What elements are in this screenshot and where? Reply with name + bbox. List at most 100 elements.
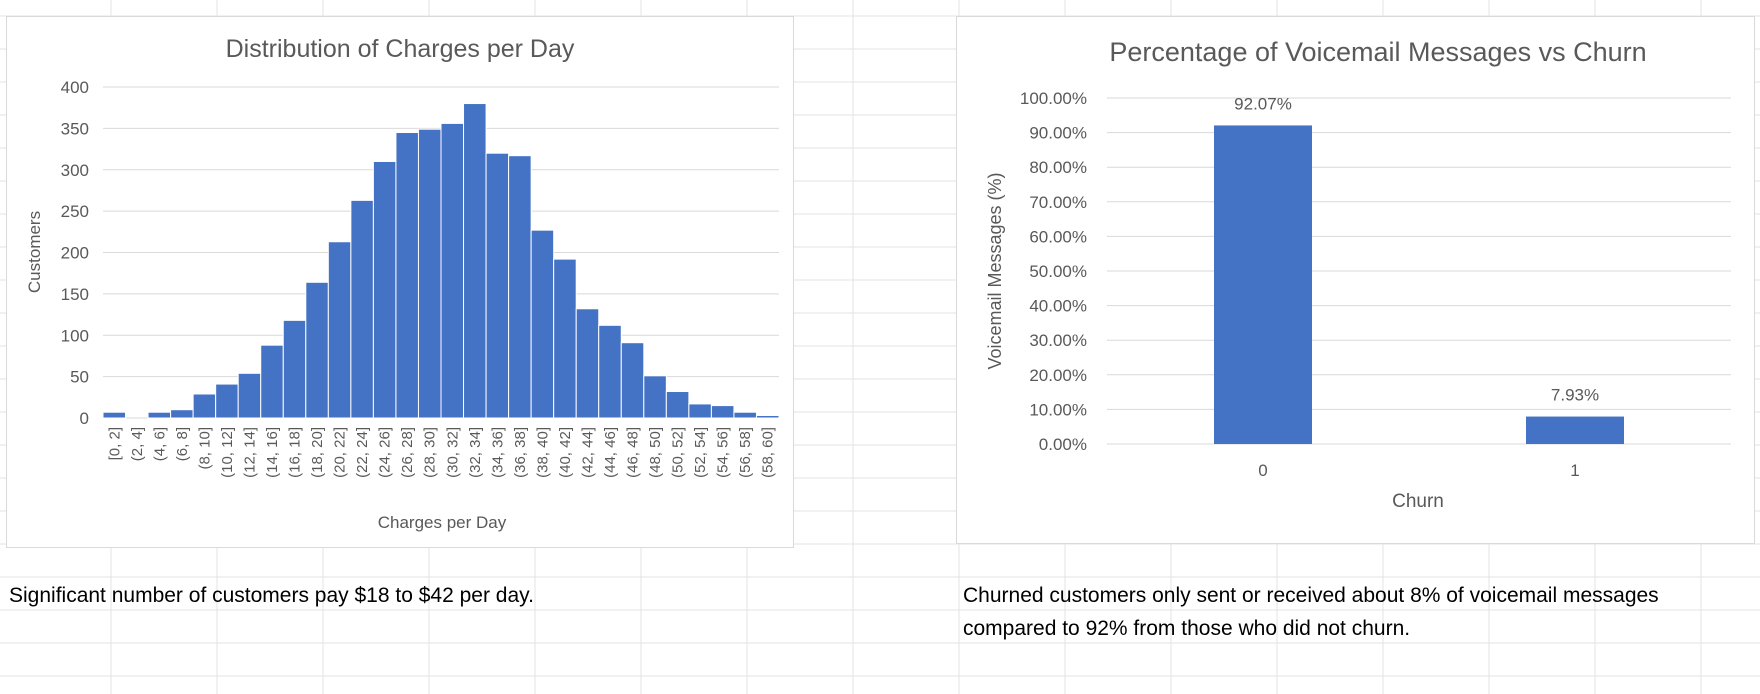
x-tick-label: 1 — [1570, 461, 1579, 480]
histogram-bar — [395, 132, 419, 419]
x-tick-label: (20, 22] — [332, 427, 349, 478]
x-tick-label: (52, 54] — [692, 427, 709, 478]
y-tick-label: 20.00% — [1029, 366, 1087, 385]
data-label: 7.93% — [1551, 386, 1599, 405]
histogram-bar — [215, 383, 239, 419]
histogram-bar — [553, 258, 577, 419]
y-tick-label: 80.00% — [1029, 158, 1087, 177]
x-tick-label: (22, 24] — [354, 427, 371, 478]
histogram-bar — [530, 229, 555, 419]
x-tick-label: (42, 44] — [579, 427, 596, 478]
x-tick-label: (58, 60] — [760, 427, 777, 478]
x-tick-label: (56, 58] — [737, 427, 754, 478]
chart-title: Percentage of Voicemail Messages vs Chur… — [1109, 37, 1646, 67]
note-churn-line1: Churned customers only sent or received … — [963, 584, 1659, 607]
y-tick-label: 150 — [61, 285, 89, 304]
histogram-bar — [508, 155, 532, 419]
histogram-bar — [598, 324, 622, 419]
note-charges-text: Significant number of customers pay $18 … — [9, 584, 534, 607]
x-tick-label: (24, 26] — [377, 427, 394, 478]
data-label: 92.07% — [1234, 94, 1292, 113]
x-tick-label: (8, 10] — [196, 427, 213, 470]
x-tick-label: (50, 52] — [670, 427, 687, 478]
histogram-bar — [260, 344, 284, 419]
histogram-bar — [170, 409, 194, 419]
y-tick-label: 60.00% — [1029, 227, 1087, 246]
y-axis-title: Voicemail Messages (%) — [985, 172, 1005, 369]
histogram-bar — [575, 308, 600, 419]
y-tick-label: 50.00% — [1029, 262, 1087, 281]
histogram-bar — [710, 405, 735, 419]
y-tick-label: 40.00% — [1029, 297, 1087, 316]
histogram-bar — [643, 375, 667, 419]
charges-histogram-plot: Distribution of Charges per Day 0 50 100 150… — [25, 35, 780, 532]
x-tick-label: (14, 16] — [264, 427, 281, 478]
voicemail-churn-chart[interactable]: Percentage of Voicemail Messages vs Chur… — [956, 16, 1755, 544]
histogram-bar — [755, 415, 780, 419]
x-tick-label: (48, 50] — [647, 427, 664, 478]
y-axis-title: Customers — [25, 211, 44, 293]
y-tick-label: 90.00% — [1029, 124, 1087, 143]
histogram-bar — [237, 372, 262, 419]
y-tick-label: 100.00% — [1020, 89, 1087, 108]
charges-histogram-chart[interactable]: Distribution of Charges per Day 0 50 100 150… — [6, 16, 794, 548]
histogram-bar — [485, 152, 510, 419]
x-tick-label: [0, 2] — [106, 427, 123, 460]
x-tick-label: (38, 40] — [534, 427, 551, 478]
x-tick-label: (16, 18] — [287, 427, 304, 478]
churn-bar — [1526, 416, 1624, 444]
x-tick-label: (54, 56] — [715, 427, 732, 478]
x-tick-label: (30, 32] — [444, 427, 461, 478]
x-tick-label: (46, 48] — [625, 427, 642, 478]
x-tick-label: (26, 28] — [399, 427, 416, 478]
x-tick-label: (32, 34] — [467, 427, 484, 478]
histogram-bar — [665, 391, 690, 419]
y-tick-label: 350 — [61, 119, 89, 138]
x-axis-title: Churn — [1392, 491, 1444, 512]
y-tick-label: 50 — [70, 368, 89, 387]
x-tick-label: (2, 4] — [129, 427, 146, 461]
y-tick-label: 70.00% — [1029, 193, 1087, 212]
note-churn: Churned customers only sent or received … — [963, 579, 1743, 645]
histogram-bar — [372, 160, 397, 419]
y-tick-label: 250 — [61, 202, 89, 221]
histogram-bar — [102, 411, 127, 419]
y-tick-label: 0 — [80, 409, 89, 428]
y-tick-label: 10.00% — [1029, 400, 1087, 419]
voicemail-churn-plot: Percentage of Voicemail Messages vs Chur… — [985, 37, 1731, 512]
histogram-bar — [327, 241, 352, 419]
histogram-bar — [192, 393, 217, 419]
histogram-bar — [305, 281, 329, 419]
y-tick-label: 0.00% — [1039, 435, 1087, 454]
x-tick-label: (18, 20] — [309, 427, 326, 478]
y-tick-label: 30.00% — [1029, 331, 1087, 350]
x-tick-label: (28, 30] — [422, 427, 439, 478]
histogram-bar — [620, 342, 645, 419]
histogram-bar — [688, 403, 712, 419]
histogram-bar — [282, 319, 307, 419]
x-tick-label: (6, 8] — [174, 427, 191, 461]
histogram-bar — [350, 199, 374, 419]
x-tick-label: (36, 38] — [512, 427, 529, 478]
churn-bar — [1214, 125, 1312, 444]
x-tick-label: (12, 14] — [241, 427, 258, 478]
histogram-bar — [733, 411, 757, 419]
note-churn-line2: compared to 92% from those who did not c… — [963, 617, 1411, 640]
histogram-bar — [147, 411, 172, 419]
y-tick-label: 100 — [61, 326, 89, 345]
x-tick-label: (34, 36] — [489, 427, 506, 478]
histogram-bar — [440, 122, 465, 419]
y-tick-label: 400 — [61, 78, 89, 97]
x-tick-label: (40, 42] — [557, 427, 574, 478]
chart-title: Distribution of Charges per Day — [226, 35, 575, 63]
x-axis-title: Charges per Day — [378, 513, 507, 532]
x-tick-label: (44, 46] — [602, 427, 619, 478]
x-tick-label: (4, 6] — [151, 427, 168, 461]
note-charges: Significant number of customers pay $18 … — [9, 579, 534, 612]
y-tick-label: 200 — [61, 244, 89, 263]
y-tick-label: 300 — [61, 161, 89, 180]
histogram-bar — [417, 128, 442, 419]
histogram-bar — [463, 103, 487, 419]
x-tick-label: (10, 12] — [219, 427, 236, 478]
x-tick-label: 0 — [1258, 461, 1267, 480]
